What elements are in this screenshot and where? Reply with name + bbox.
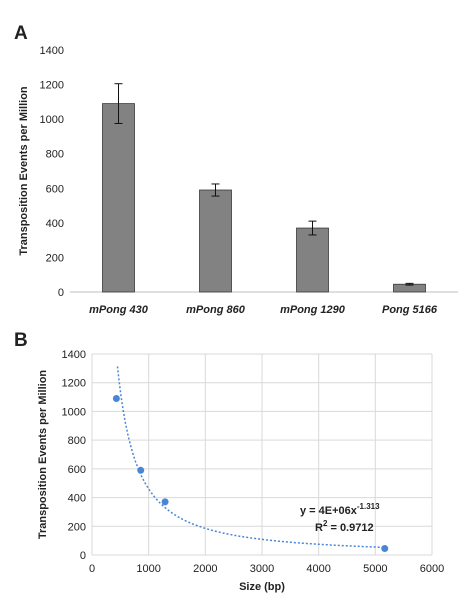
panel-a-y-tick-label: 600 — [46, 183, 64, 195]
category-label: Pong 5166 — [382, 304, 438, 316]
r2-value: = 0.9712 — [327, 522, 373, 534]
panel-b-y-tick-label: 800 — [68, 435, 86, 447]
panel-b-y-tick-label: 600 — [68, 464, 86, 476]
category-label: mPong 860 — [186, 304, 246, 316]
data-point — [161, 498, 169, 506]
panel-a-y-axis-label: Transposition Events per Million — [18, 86, 30, 256]
panel-b-y-tick-label: 0 — [80, 550, 86, 562]
panel-b-x-tick-label: 1000 — [136, 563, 160, 575]
panel-b-x-tick-label: 2000 — [193, 563, 217, 575]
panel-b-points — [112, 395, 389, 553]
panel-b-y-axis-label: Transposition Events per Million — [37, 370, 49, 540]
panel-b-x-tick-label: 4000 — [306, 563, 330, 575]
data-point — [137, 466, 145, 474]
panel-a-y-tick-label: 400 — [46, 218, 64, 230]
panel-b-y-tick-label: 200 — [68, 521, 86, 533]
panel-b-y-tick-label: 1200 — [62, 378, 86, 390]
panel-b-x-axis-label: Size (bp) — [239, 581, 285, 593]
panel-letter-a: A — [14, 23, 28, 44]
equation-base: y = 4E+06x — [300, 505, 358, 517]
bar — [199, 189, 232, 293]
panel-b-y-tick-label: 1000 — [62, 406, 86, 418]
bar — [102, 103, 135, 293]
power-trendline — [116, 366, 384, 549]
category-label: mPong 1290 — [280, 304, 346, 316]
r2-exponent: 2 — [323, 519, 328, 528]
panel-a-y-tick-label: 1000 — [40, 114, 64, 126]
panel-a-y-tick-label: 0 — [58, 287, 64, 299]
panel-b-x-tick-label: 5000 — [363, 563, 387, 575]
panel-b-y-tick-label: 400 — [68, 493, 86, 505]
trendline-equation: y = 4E+06x-1.313 — [300, 502, 380, 517]
r-squared-label: R2 = 0.9712 — [315, 519, 374, 534]
r2-base: R — [315, 522, 323, 534]
category-label: mPong 430 — [89, 304, 149, 316]
panel-a-bar-chart: A Transposition Events per Million 0 200 4… — [14, 23, 458, 316]
panel-a-bars: mPong 430 mPong 860 mPong 1290 Pong 5166 — [89, 83, 438, 316]
panel-letter-b: B — [14, 330, 28, 351]
panel-a-y-tick-label: 200 — [46, 252, 64, 264]
panel-b-x-tick-label: 6000 — [420, 563, 444, 575]
panel-b-x-tick-label: 3000 — [250, 563, 274, 575]
panel-b-y-tick-label: 1400 — [62, 349, 86, 361]
data-point — [112, 395, 120, 403]
panel-a-y-tick-label: 1400 — [40, 45, 64, 57]
bar — [296, 227, 329, 293]
panel-a-y-tick-label: 1200 — [40, 80, 64, 92]
panel-b-trendline — [116, 366, 384, 549]
data-point — [381, 545, 389, 553]
panel-b-scatter-chart: B Transposition Events per Million Size … — [14, 330, 444, 593]
panel-b-axes: 0 200 400 600 800 1000 1200 1400 0 1000 2000 3000 40… — [62, 349, 445, 575]
panel-b-x-tick-label: 0 — [89, 563, 95, 575]
equation-exponent: -1.313 — [357, 502, 380, 511]
panel-a-y-tick-label: 800 — [46, 149, 64, 161]
